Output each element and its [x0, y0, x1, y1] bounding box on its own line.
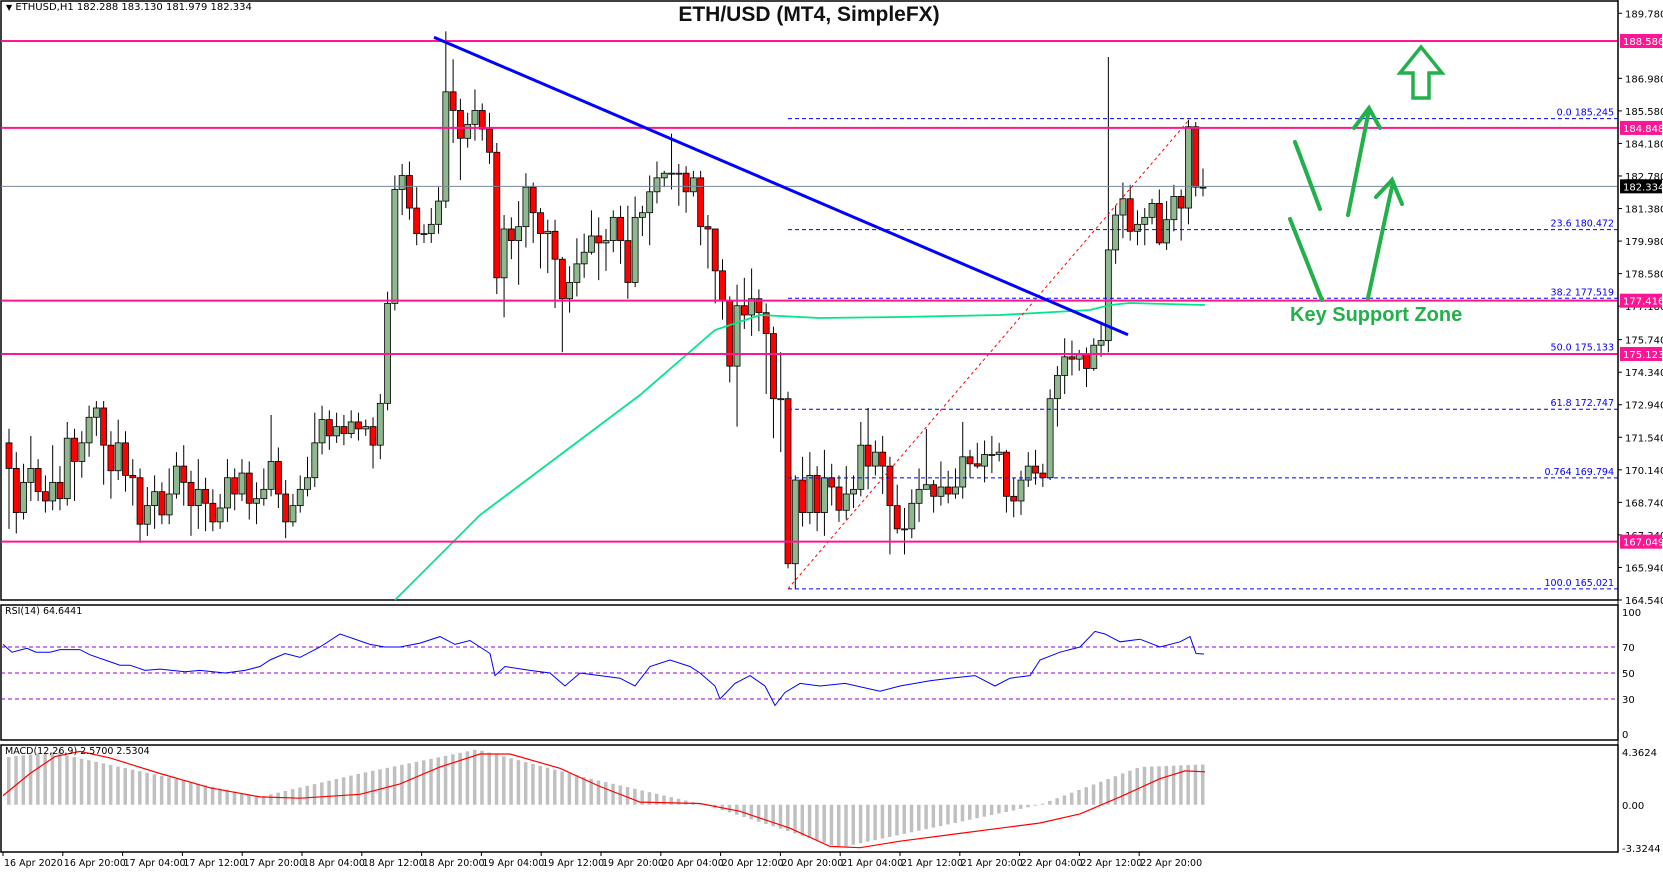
fib-level-label: 23.6 180.472: [1551, 219, 1614, 230]
time-axis-label: 20 Apr 04:00: [662, 858, 724, 869]
price-tick-label: 189.780: [1625, 9, 1663, 20]
symbol-header: ▼ ETHUSD,H1 182.288 183.130 181.979 182.…: [6, 2, 252, 13]
level-price-badge-text: 177.416: [1623, 297, 1663, 308]
price-tick-label: 178.580: [1625, 270, 1663, 281]
rsi-line: [2, 630, 1205, 707]
chart-title: ETH/USD (MT4, SimpleFX): [678, 3, 940, 26]
price-tick-label: 174.340: [1625, 368, 1663, 379]
time-axis-label: 20 Apr 12:00: [722, 858, 784, 869]
macd-histogram: [7, 749, 1205, 848]
macd-axis-label: 0.00: [1622, 801, 1644, 812]
time-axis-label: 18 Apr 04:00: [303, 858, 365, 869]
moving-average-line: [394, 302, 1206, 601]
price-tick-label: 164.540: [1625, 596, 1663, 607]
fib-diagonal-line: [787, 118, 1191, 590]
time-axis-label: 18 Apr 20:00: [423, 858, 485, 869]
level-price-badge-text: 184.848: [1623, 124, 1663, 135]
time-axis-label: 18 Apr 12:00: [363, 858, 425, 869]
price-tick-label: 175.740: [1625, 336, 1663, 347]
time-axis-label: 17 Apr 04:00: [124, 858, 186, 869]
macd-label: MACD(12,26,9) 2.5700 2.5304: [5, 746, 150, 757]
price-tick-label: 185.580: [1625, 107, 1663, 118]
symbol-ohlc-text: ETHUSD,H1 182.288 183.130 181.979 182.33…: [15, 2, 252, 13]
collapse-triangle-icon[interactable]: ▼: [6, 3, 13, 12]
time-axis-label: 22 Apr 12:00: [1080, 858, 1142, 869]
rsi-axis-label: 30: [1622, 695, 1635, 706]
rsi-axis-label: 50: [1622, 669, 1635, 680]
projection-arrows-icon: [1288, 104, 1404, 302]
time-axis-label: 21 Apr 12:00: [901, 858, 963, 869]
level-price-badge: [1620, 120, 1662, 135]
time-axis-label: 17 Apr 20:00: [243, 858, 305, 869]
price-tick-label: 184.180: [1625, 139, 1663, 150]
time-axis-label: 22 Apr 04:00: [1021, 858, 1083, 869]
fib-level-label: 100.0 165.021: [1544, 578, 1614, 589]
key-support-zone-label: Key Support Zone: [1290, 304, 1463, 326]
rsi-axis-label: 70: [1622, 643, 1635, 654]
macd-axis-label: 4.3624: [1622, 748, 1657, 759]
level-price-badge: [1620, 534, 1662, 549]
time-axis-label: 19 Apr 20:00: [602, 858, 664, 869]
time-axis-label: 16 Apr 2020: [4, 858, 63, 869]
current-price-badge-text: 182.334: [1623, 182, 1663, 193]
fib-level-label: 50.0 175.133: [1551, 343, 1614, 354]
level-price-badge: [1620, 34, 1662, 49]
time-axis-label: 17 Apr 12:00: [183, 858, 245, 869]
price-tick-label: 181.380: [1625, 205, 1663, 216]
time-axis-label: 21 Apr 04:00: [841, 858, 903, 869]
price-tick-label: 182.780: [1625, 172, 1663, 183]
fib-level-label: 0.0 185.245: [1557, 108, 1614, 119]
level-price-badge: [1620, 293, 1662, 308]
price-tick-label: 170.140: [1625, 466, 1663, 477]
time-axis-label: 21 Apr 20:00: [961, 858, 1023, 869]
fib-level-label: 61.8 172.747: [1551, 398, 1614, 409]
price-tick-label: 168.740: [1625, 498, 1663, 509]
level-price-badge-text: 167.049: [1623, 538, 1663, 549]
price-tick-label: 172.940: [1625, 401, 1663, 412]
fib-level-label: 38.2 177.519: [1551, 287, 1614, 298]
time-axis-label: 19 Apr 12:00: [542, 858, 604, 869]
rsi-label: RSI(14) 64.6441: [5, 606, 83, 617]
level-price-badge: [1620, 346, 1662, 361]
up-arrow-icon: [1396, 44, 1446, 100]
descending-trendline[interactable]: [433, 35, 1129, 337]
current-price-badge: [1620, 179, 1662, 194]
fib-level-label: 0.764 169.794: [1544, 467, 1614, 478]
rsi-axis-label: 100: [1622, 608, 1641, 619]
level-price-badge-text: 188.586: [1623, 37, 1663, 48]
price-tick-label: 165.940: [1625, 563, 1663, 574]
price-tick-label: 186.980: [1625, 74, 1663, 85]
price-tick-label: 171.540: [1625, 433, 1663, 444]
time-axis-label: 19 Apr 04:00: [482, 858, 544, 869]
price-tick-label: 179.980: [1625, 237, 1663, 248]
level-price-badge-text: 175.123: [1623, 350, 1663, 361]
candles: [5, 31, 1207, 590]
macd-signal-line: [2, 750, 1206, 849]
rsi-axis-label: 0: [1622, 730, 1628, 741]
time-axis-label: 20 Apr 20:00: [781, 858, 843, 869]
macd-axis-label: -3.3244: [1622, 844, 1661, 855]
time-axis-label: 22 Apr 20:00: [1140, 858, 1202, 869]
time-axis-label: 16 Apr 20:00: [64, 858, 126, 869]
